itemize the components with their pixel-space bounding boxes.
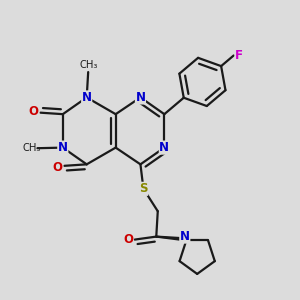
Text: F: F [235,49,243,62]
Text: CH₃: CH₃ [23,143,41,153]
Text: S: S [139,182,148,195]
Text: O: O [123,233,133,246]
Text: N: N [82,91,92,104]
Text: N: N [135,91,146,104]
Text: CH₃: CH₃ [80,60,98,70]
Text: O: O [29,105,39,118]
Text: N: N [58,141,68,154]
Text: N: N [180,230,190,243]
Text: O: O [53,160,63,173]
Text: N: N [159,141,169,154]
